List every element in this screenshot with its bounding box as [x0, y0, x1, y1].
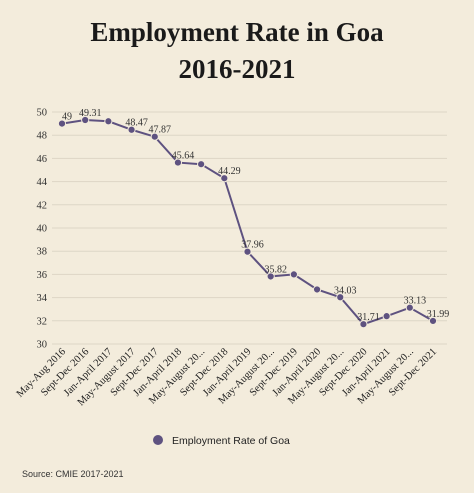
- y-tick-label: 48: [37, 131, 48, 142]
- data-label: 35.82: [264, 264, 287, 275]
- data-label: 33.13: [404, 296, 427, 307]
- data-label: 37.96: [241, 240, 264, 251]
- chart-title-line-2: 2016-2021: [178, 54, 296, 84]
- data-point: [289, 270, 298, 279]
- data-label: 34.03: [334, 285, 357, 296]
- data-point: [220, 174, 229, 183]
- data-point: [382, 312, 391, 321]
- data-label: 48.47: [125, 118, 148, 129]
- y-tick-label: 30: [37, 340, 48, 351]
- data-point: [359, 320, 368, 329]
- data-label: 47.87: [149, 125, 172, 136]
- y-tick-label: 38: [37, 247, 48, 258]
- data-label: 44.29: [218, 166, 241, 177]
- legend-label: Employment Rate of Goa: [172, 435, 290, 447]
- data-point: [150, 132, 159, 141]
- y-tick-label: 44: [37, 177, 48, 188]
- y-tick-label: 40: [37, 224, 48, 235]
- series-line: [61, 118, 434, 326]
- data-point: [57, 119, 67, 128]
- source-note: Source: CMIE 2017-2021: [22, 469, 124, 479]
- y-tick-label: 50: [37, 108, 48, 119]
- data-point: [197, 160, 206, 169]
- data-label: 45.64: [172, 151, 195, 162]
- data-point: [266, 272, 275, 281]
- data-point: [243, 247, 252, 256]
- data-point: [104, 117, 113, 126]
- chart-title-line-1: Employment Rate in Goa: [90, 17, 384, 47]
- data-point: [336, 293, 345, 302]
- data-point: [81, 115, 90, 125]
- y-tick-label: 32: [37, 316, 48, 327]
- y-tick-label: 36: [37, 270, 48, 281]
- legend-marker: [153, 435, 163, 445]
- data-label: 31.71: [357, 312, 380, 323]
- y-tick-label: 46: [37, 154, 48, 165]
- chart-title: Employment Rate in Goa 2016-2021: [0, 14, 474, 88]
- data-label: 49.31: [79, 108, 102, 119]
- y-tick-label: 42: [37, 200, 48, 211]
- y-tick-label: 34: [37, 293, 48, 304]
- data-label: 49: [62, 112, 72, 123]
- data-point: [428, 316, 438, 326]
- data-point: [127, 125, 136, 134]
- data-point: [405, 303, 414, 312]
- data-point: [173, 158, 183, 167]
- data-point: [312, 285, 322, 294]
- data-label: 31.99: [427, 309, 450, 320]
